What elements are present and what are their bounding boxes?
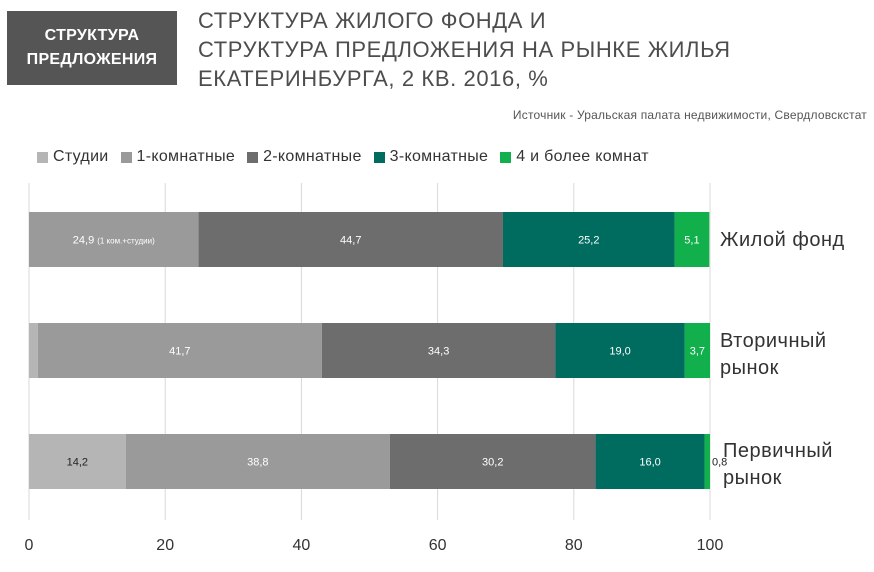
row-label-secondary-market-line-2: рынок [720, 357, 779, 379]
chart-legend: Студии 1-комнатные 2-комнатные 3-комнатные 4… [37, 148, 661, 166]
bar-segment-0-4 [674, 212, 710, 267]
legend-swatch-0 [37, 151, 48, 163]
data-label-1-1: 41,7 [169, 346, 190, 358]
data-label-2-2: 30,2 [482, 457, 503, 469]
data-label-0-3: 25,2 [578, 235, 599, 247]
data-label-1-3: 19,0 [609, 346, 630, 358]
x-tick-label-5: 100 [697, 537, 724, 554]
legend-swatch-4 [500, 151, 512, 163]
row-label-secondary-market: Вторичный рынок [720, 328, 827, 382]
bar-segment-2-2 [389, 434, 596, 489]
legend-label-2: 2-комнатные [263, 148, 362, 165]
legend-item-1: 1-комнатные [120, 148, 236, 166]
bar-segment-2-1 [125, 434, 390, 489]
data-label-2-3: 16,0 [639, 457, 660, 469]
row-label-primary-market: Первичный рынок [723, 438, 833, 492]
legend-item-3: 3-комнатные [373, 148, 489, 166]
bar-segment-0-1 [29, 212, 199, 267]
bar-segment-1-1 [37, 323, 322, 378]
source-note: Источник - Уральская палата недвижимости… [512, 108, 867, 122]
x-tick-label-2: 40 [293, 537, 311, 554]
badge-line-1: СТРУКТУРА [44, 27, 140, 44]
legend-item-0: Студии [37, 148, 109, 166]
data-label-2-1: 38,8 [247, 457, 268, 469]
row-label-primary-market-line-1: Первичный [723, 440, 833, 462]
bar-segment-2-4 [704, 434, 710, 489]
data-label-note-0-1: (1 ком.+студии) [97, 237, 155, 246]
x-tick-label-4: 80 [565, 537, 583, 554]
data-label-2-0: 14,2 [67, 457, 88, 469]
bar-segment-1-4 [684, 323, 710, 378]
legend-swatch-1 [120, 151, 132, 163]
section-badge: СТРУКТУРА ПРЕДЛОЖЕНИЯ [7, 11, 177, 85]
chart-title-line-3: ЕКАТЕРИНБУРГА, 2 КВ. 2016, % [198, 66, 549, 91]
legend-item-2: 2-комнатные [247, 148, 362, 166]
legend-swatch-2 [247, 151, 259, 163]
legend-swatch-3 [373, 151, 385, 163]
legend-label-0: Студии [53, 148, 109, 165]
row-label-housing-stock: Жилой фонд [720, 227, 845, 254]
data-label-2-4: 0,8 [712, 457, 727, 469]
data-label-0-4: 5,1 [684, 235, 699, 247]
row-label-housing-stock-line-1: Жилой фонд [720, 229, 845, 251]
bar-segment-1-0 [29, 323, 38, 378]
data-label-1-2: 34,3 [428, 346, 449, 358]
legend-label-3: 3-комнатные [389, 148, 489, 165]
row-label-secondary-market-line-1: Вторичный [720, 330, 827, 352]
badge-line-2: ПРЕДЛОЖЕНИЯ [26, 51, 158, 68]
bar-segment-1-2 [321, 323, 556, 378]
chart-title-line-1: СТРУКТУРА ЖИЛОГО ФОНДА И [198, 8, 547, 33]
x-tick-label-1: 20 [156, 537, 174, 554]
data-label-0-2: 44,7 [340, 235, 361, 247]
legend-item-4: 4 и более комнат [500, 148, 649, 166]
x-tick-label-0: 0 [25, 537, 34, 554]
x-tick-label-3: 60 [429, 537, 447, 554]
chart-title: СТРУКТУРА ЖИЛОГО ФОНДА И СТРУКТУРА ПРЕДЛ… [198, 6, 858, 93]
legend-label-4: 4 и более комнат [516, 148, 649, 165]
legend-label-1: 1-комнатные [136, 148, 236, 165]
bar-segment-2-3 [595, 434, 705, 489]
data-label-1-4: 3,7 [690, 346, 705, 358]
bar-segment-1-3 [555, 323, 685, 378]
chart-title-line-2: СТРУКТУРА ПРЕДЛОЖЕНИЯ НА РЫНКЕ ЖИЛЬЯ [198, 37, 731, 62]
data-label-0-1: 24,9 (1 ком.+студии) [73, 235, 155, 247]
bar-segment-0-2 [198, 212, 503, 267]
bar-segment-2-0 [29, 434, 126, 489]
row-label-primary-market-line-2: рынок [723, 467, 782, 489]
bar-segment-0-3 [502, 212, 675, 267]
